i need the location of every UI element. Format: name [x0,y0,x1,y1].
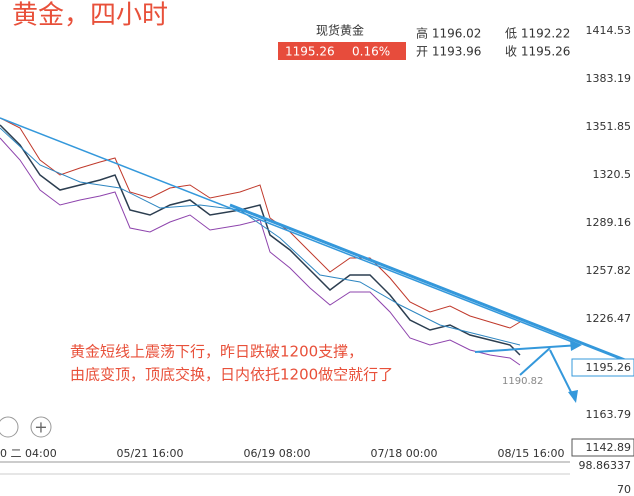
indicator-label: 98.86337 [579,459,632,472]
zoom-in-button[interactable] [30,416,52,438]
annotation: 黄金短线上震荡下行，昨日跌破1200支撑， [70,343,363,361]
y-tick-label: 1351.85 [586,120,632,133]
quote-price-box [278,42,406,60]
title: 黄金，四小时 [12,1,168,31]
quote-open: 开 1193.96 [416,45,481,59]
quote-price: 1195.26 [285,45,335,59]
quote-low: 低 1192.22 [505,27,570,41]
quote-close: 收 1195.26 [505,45,570,59]
y-tick-label: 1383.19 [586,72,632,85]
annotation: 由底变顶，顶底交换，日内依托1200做空就行了 [70,366,393,384]
trend-line [0,117,581,346]
indicator-label: 70 [617,483,631,496]
current-price-box [571,358,634,377]
quote-name: 现货黄金 [316,23,364,38]
x-tick-label: 0 二 04:00 [0,447,57,460]
y-tick-label: 1289.16 [586,216,632,229]
zoom-out-button[interactable] [0,416,19,438]
x-tick-label: 06/19 08:00 [244,447,311,460]
trend-line-thick [229,203,631,364]
y-tick-label: 1163.79 [586,408,632,421]
low-label: 1190.82 [502,376,543,387]
plus-icon: + [34,418,47,437]
upper-band [0,117,521,329]
quote-change: 0.16% [352,45,390,59]
x-tick-label: 05/21 16:00 [117,447,184,460]
cursor-price: 1142.89 [586,441,632,454]
arrow [519,347,551,376]
lower-band [0,137,521,366]
y-tick-label: 1226.47 [586,312,632,325]
y-tick-label: 1414.53 [586,24,632,37]
arrow [474,344,581,353]
arrow-head [568,390,578,403]
arrow-head [570,340,582,351]
y-tick-label: 1320.5 [593,168,632,181]
y-tick-label: 1257.82 [586,264,632,277]
x-tick-label: 07/18 00:00 [371,447,438,460]
average-line [0,127,521,346]
current-price: 1195.26 [586,361,632,374]
x-tick-label: 08/15 16:00 [498,447,565,460]
cursor-price-box [571,438,634,457]
quote-high: 高 1196.02 [416,26,481,41]
